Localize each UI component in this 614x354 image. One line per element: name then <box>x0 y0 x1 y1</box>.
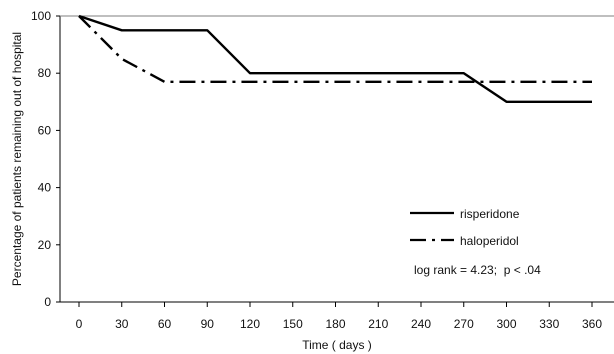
series-layer <box>78 14 592 104</box>
x-tick-label: 300 <box>496 317 516 331</box>
legend-label-haloperidol: haloperidol <box>460 234 519 248</box>
y-tick-label: 80 <box>38 66 52 80</box>
x-tick-label: 150 <box>283 317 303 331</box>
x-axis-label: Time ( days ) <box>302 338 372 352</box>
legend-label-risperidone: risperidone <box>460 207 520 221</box>
x-tick-label: 180 <box>325 317 345 331</box>
x-tick-label: 60 <box>158 317 172 331</box>
series-line-haloperidol <box>78 15 592 84</box>
series-line-risperidone <box>78 14 592 104</box>
x-tick-label: 240 <box>411 317 431 331</box>
x-tick-label: 210 <box>368 317 388 331</box>
x-axis-ticks: 0 30 60 90 120 150 180 210 240 270 300 330 360 <box>76 302 602 331</box>
y-tick-label: 100 <box>31 9 51 23</box>
y-axis-ticks: 0 20 40 60 80 100 <box>31 9 60 309</box>
x-tick-label: 0 <box>76 317 83 331</box>
y-tick-label: 20 <box>38 238 52 252</box>
x-tick-label: 30 <box>115 317 129 331</box>
x-tick-label: 120 <box>240 317 260 331</box>
x-tick-label: 330 <box>539 317 559 331</box>
y-tick-label: 60 <box>38 123 52 137</box>
legend: risperidone haloperidol <box>410 207 520 248</box>
log-rank-annotation: log rank = 4.23; p < .04 <box>414 263 541 277</box>
y-tick-label: 0 <box>44 295 51 309</box>
y-axis-label: Percentage of patients remaining out of … <box>10 32 24 286</box>
x-tick-label: 360 <box>582 317 602 331</box>
x-tick-label: 270 <box>454 317 474 331</box>
y-tick-label: 40 <box>38 181 52 195</box>
x-tick-label: 90 <box>201 317 215 331</box>
